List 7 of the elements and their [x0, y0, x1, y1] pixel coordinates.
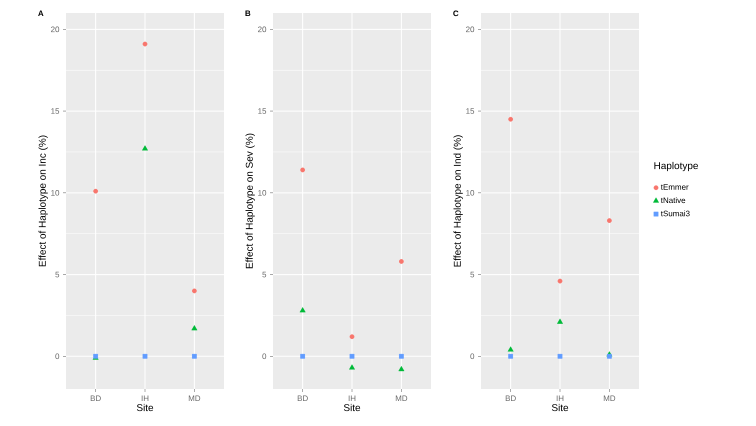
- x-axis-title: Site: [136, 404, 154, 412]
- legend-title: Haplotype: [654, 162, 698, 172]
- y-axis-title: Effect of Haplotype on Ind (%): [454, 135, 463, 267]
- x-axis-title: Site: [552, 404, 568, 412]
- y-axis-title: Effect of Haplotype on Inc (%): [38, 136, 48, 266]
- x-axis-title: Site: [344, 404, 360, 412]
- y-axis-title: Effect of Haplotype on Sev (%): [245, 134, 255, 268]
